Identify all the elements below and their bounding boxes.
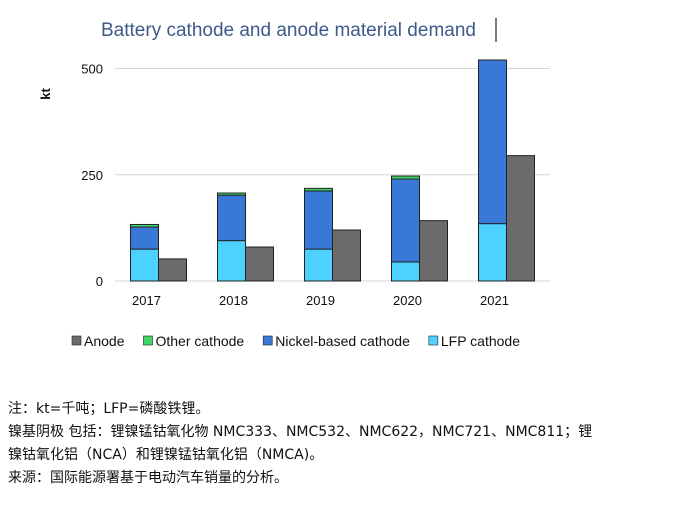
legend-label-anode: Anode: [84, 333, 125, 349]
bar-anode-2017: [158, 258, 187, 282]
legend-swatch-nickel-based-cathode: [262, 335, 273, 346]
bar-anode-2020: [419, 220, 448, 282]
bar-lfp-cathode-2019: [304, 248, 333, 282]
bars: [130, 59, 535, 282]
legend-label-lfp-cathode: LFP cathode: [441, 333, 520, 349]
bar-nickel-based-cathode-2019: [304, 190, 333, 250]
bar-lfp-cathode-2020: [391, 261, 420, 282]
bar-nickel-based-cathode-2017: [130, 226, 159, 250]
legend-label-nickel-based-cathode: Nickel-based cathode: [275, 333, 410, 349]
bar-other-cathode-2020: [391, 175, 420, 180]
bar-other-cathode-2019: [304, 187, 333, 192]
y-tick-250: 250: [81, 168, 103, 183]
bar-nickel-based-cathode-2021: [478, 59, 507, 225]
bar-lfp-cathode-2021: [478, 223, 507, 282]
x-tick-2017: 2017: [132, 293, 161, 308]
legend: Anode Other cathode Nickel-based cathode LF…: [71, 333, 520, 349]
x-tick-2018: 2018: [219, 293, 248, 308]
bar-anode-2021: [506, 155, 535, 282]
x-tick-2019: 2019: [306, 293, 335, 308]
note-nickel-definition: 镍基阴极 包括：锂镍锰钴氧化物 NMC333、NMC532、NMC622，NMC…: [8, 424, 593, 440]
note-nickel-definition-cont: 镍钴氧化铝（NCA）和锂镍锰钴氧化铝（NMCA)。: [8, 447, 324, 463]
battery-demand-chart: Battery cathode and anode material deman…: [38, 18, 550, 349]
bar-other-cathode-2018: [217, 192, 246, 196]
y-axis-label: kt: [38, 88, 53, 100]
bar-lfp-cathode-2018: [217, 240, 246, 282]
note-units: 注：kt=千吨；LFP=磷酸铁锂。: [8, 401, 210, 417]
y-tick-0: 0: [96, 274, 103, 289]
note-source: 来源：国际能源署基于电动汽车销量的分析。: [8, 470, 288, 486]
bar-lfp-cathode-2017: [130, 248, 159, 282]
y-tick-500: 500: [81, 62, 103, 77]
legend-swatch-anode: [71, 335, 82, 346]
legend-swatch-lfp-cathode: [428, 335, 439, 346]
x-tick-2021: 2021: [480, 293, 509, 308]
bar-anode-2018: [245, 246, 274, 282]
x-tick-labels: 2017 2018 2019 2020 2021: [132, 293, 509, 308]
chart-title: Battery cathode and anode material deman…: [101, 20, 476, 41]
legend-label-other-cathode: Other cathode: [155, 333, 244, 349]
bar-other-cathode-2017: [130, 223, 159, 228]
y-tick-labels: 0 250 500: [81, 62, 103, 290]
bar-nickel-based-cathode-2018: [217, 194, 246, 242]
legend-swatch-other-cathode: [143, 335, 153, 346]
bar-anode-2019: [332, 229, 361, 282]
bar-nickel-based-cathode-2020: [391, 178, 420, 263]
x-tick-2020: 2020: [393, 293, 422, 308]
chart-notes: 注：kt=千吨；LFP=磷酸铁锂。 镍基阴极 包括：锂镍锰钴氧化物 NMC333…: [8, 398, 668, 490]
